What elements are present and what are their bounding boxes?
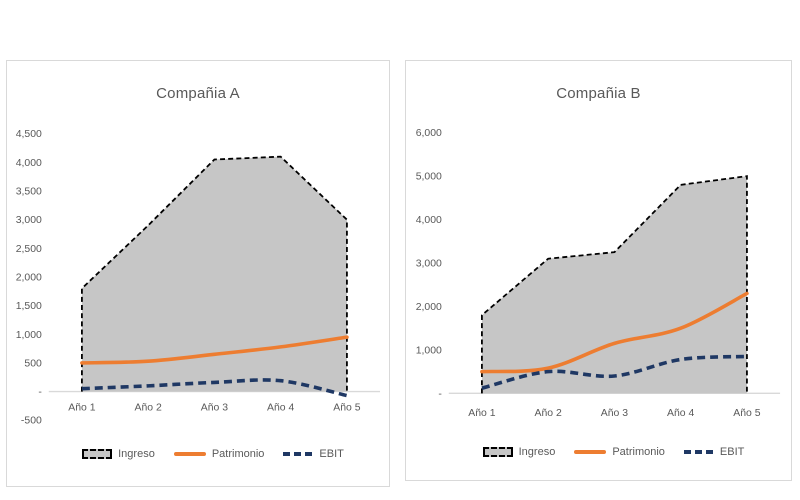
ingreso-area-fill: [481, 176, 747, 394]
legend-item-ingreso: Ingreso: [82, 448, 155, 460]
chart-panel-compania-a: Compañia A -500-500 1,000 1,500 2,000 2,500 3…: [6, 60, 390, 487]
y-axis-label: 4,000: [416, 215, 442, 226]
legend-item-ebit: EBIT: [283, 448, 344, 460]
legend-item-patrimonio: Patrimonio: [574, 446, 665, 458]
chart-canvas: -500-5001,0001,5002,0002,5003,0003,5004,…: [16, 129, 381, 427]
chart-canvas: - 1,000 2,000 3,000 4,000 5,000 6,000 Año 1 Año …: [416, 128, 781, 419]
x-axis-label: Año 4: [267, 402, 294, 413]
chart-panel-compania-b: Compañia B - 1,000 2,000 3,000 4,000 5,000 6,0…: [405, 60, 792, 481]
chart-title: Compañia A: [156, 85, 240, 102]
ingreso-area-swatch-icon: [82, 449, 113, 459]
y-axis-label: -: [38, 387, 42, 398]
x-axis-label: Año 5: [333, 402, 360, 413]
x-axis-label: Año 5: [733, 408, 760, 419]
ingreso-area-border: [481, 175, 748, 394]
legend-label-ebit: EBIT: [719, 446, 745, 458]
legend-item-ebit: EBIT: [683, 446, 745, 458]
y-axis-label: 3,000: [416, 259, 442, 270]
y-axis-label: -500: [21, 416, 42, 427]
ebit-line: [81, 378, 348, 398]
x-axis-label: Año 1: [68, 402, 95, 413]
y-axis-label: 2,000: [416, 302, 442, 313]
y-axis-label: 500: [24, 358, 42, 369]
patrimonio-line-swatch-icon: [574, 450, 607, 454]
ebit-dashed-line-swatch-icon: [283, 452, 314, 456]
chart-title: Compañia B: [556, 85, 641, 102]
y-axis-label: 3,000: [16, 215, 42, 226]
legend-item-patrimonio: Patrimonio: [173, 448, 265, 460]
x-axis-label: Año 3: [201, 402, 228, 413]
patrimonio-line-swatch-icon: [173, 452, 206, 456]
x-axis-label: Año 4: [667, 408, 694, 419]
y-axis-label: 4,500: [16, 129, 42, 140]
legend: Ingreso Patrimonio EBIT: [444, 446, 783, 458]
legend: Ingreso Patrimonio EBIT: [45, 448, 381, 460]
legend-label-patrimonio: Patrimonio: [211, 448, 265, 460]
y-axis-label: 5,000: [416, 172, 442, 183]
ingreso-area-fill: [81, 156, 347, 392]
x-axis-label: Año 3: [601, 408, 628, 419]
y-axis-label: 2,000: [16, 272, 42, 283]
x-axis-label: Año 2: [535, 408, 562, 419]
y-axis-label: 1,000: [16, 330, 42, 341]
x-axis-label: Año 2: [135, 402, 162, 413]
legend-label-ebit: EBIT: [319, 448, 344, 460]
y-axis-label: 1,000: [416, 345, 442, 356]
ebit-dashed-line-swatch-icon: [683, 450, 714, 454]
x-axis-label: Año 1: [468, 408, 495, 419]
y-axis-label: 3,500: [16, 187, 42, 198]
ingreso-area-swatch-icon: [482, 447, 513, 457]
legend-label-ingreso: Ingreso: [518, 446, 556, 458]
ebit-line: [481, 354, 748, 390]
legend-item-ingreso: Ingreso: [482, 446, 556, 458]
legend-label-ingreso: Ingreso: [118, 448, 155, 460]
y-axis-label: 6,000: [416, 128, 442, 139]
y-axis-label: 4,000: [16, 158, 42, 169]
patrimonio-line: [480, 291, 749, 374]
ingreso-area-border: [81, 155, 348, 392]
legend-label-patrimonio: Patrimonio: [612, 446, 665, 458]
y-axis-label: 2,500: [16, 244, 42, 255]
y-axis-label: -: [438, 389, 442, 400]
y-axis-label: 1,500: [16, 301, 42, 312]
patrimonio-line: [80, 335, 349, 365]
